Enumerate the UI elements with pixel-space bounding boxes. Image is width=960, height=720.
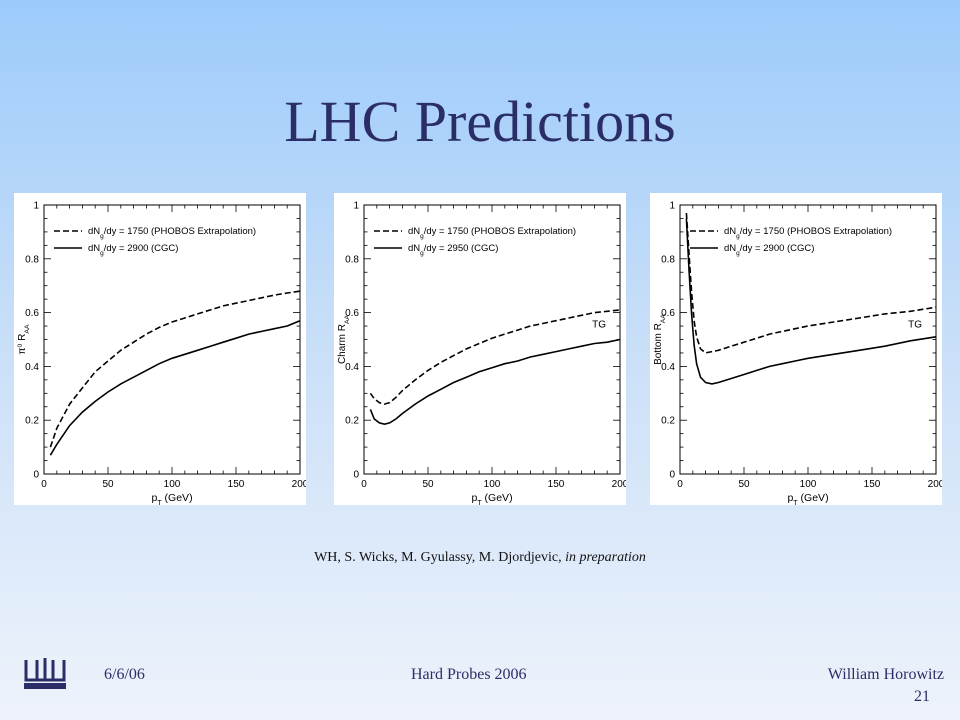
series-line-dashed — [49, 290, 301, 448]
y-tick-label: 0.6 — [25, 308, 39, 319]
x-tick-label: 0 — [41, 479, 47, 490]
y-tick-label: 0.2 — [345, 416, 359, 427]
pion-raa-chart-svg: 0 50 100 150 200 0 0.2 0.4 0.6 0.8 1 pT (GeV) π⁰ RAA… — [17, 201, 306, 506]
y-tick-label: 0.8 — [661, 254, 675, 265]
footer-date: 6/6/06 — [104, 666, 145, 683]
charm-raa-plot: 0 50 100 150 200 0 0.2 0.4 0.6 0.8 1 pT (GeV) Charm … — [334, 193, 626, 505]
x-tick-label: 200 — [612, 479, 626, 490]
x-axis-label: pT (GeV) — [151, 492, 192, 505]
y-tick-label: 0.8 — [25, 254, 39, 265]
x-tick-label: 100 — [164, 479, 181, 490]
series-line-dashed — [685, 213, 937, 354]
y-tick-label: 0.2 — [661, 416, 675, 427]
x-tick-label: 150 — [228, 479, 245, 490]
footer-page-number: 21 — [914, 688, 930, 705]
citation-status: in preparation — [565, 550, 646, 565]
legend-label: dNg/dy = 2900 (CGC) — [724, 243, 814, 257]
tg-annotation: TG — [592, 319, 606, 330]
y-tick-label: 0 — [33, 470, 39, 481]
y-tick-label: 1 — [669, 201, 675, 212]
x-tick-label: 0 — [677, 479, 683, 490]
legend-label: dNg/dy = 1750 (PHOBOS Extrapolation) — [408, 226, 576, 240]
y-tick-label: 1 — [33, 201, 39, 212]
y-tick-label: 0.6 — [345, 308, 359, 319]
series-line-dashed — [369, 309, 621, 405]
citation-authors: WH, S. Wicks, M. Gyulassy, M. Djordjevic… — [314, 550, 566, 565]
x-tick-label: 150 — [548, 479, 565, 490]
y-tick-label: 0.4 — [345, 362, 359, 373]
x-tick-label: 50 — [738, 479, 750, 490]
y-tick-label: 0.2 — [25, 416, 39, 427]
x-tick-label: 0 — [361, 479, 367, 490]
series-line-solid — [369, 338, 621, 426]
legend-label: dNg/dy = 2950 (CGC) — [408, 243, 498, 257]
x-tick-label: 100 — [484, 479, 501, 490]
x-tick-label: 100 — [800, 479, 817, 490]
x-tick-label: 50 — [422, 479, 434, 490]
tg-annotation: TG — [908, 319, 922, 330]
x-tick-label: 150 — [864, 479, 881, 490]
x-tick-label: 200 — [928, 479, 942, 490]
y-tick-label: 0 — [669, 470, 675, 481]
x-tick-label: 200 — [292, 479, 306, 490]
y-tick-label: 0.6 — [661, 308, 675, 319]
series-line-solid — [49, 319, 301, 456]
pion-raa-plot: 0 50 100 150 200 0 0.2 0.4 0.6 0.8 1 pT (GeV) π⁰ RAA… — [14, 193, 306, 505]
bottom-raa-chart-svg: 0 50 100 150 200 0 0.2 0.4 0.6 0.8 1 pT (GeV) Bottom… — [653, 201, 942, 506]
series-line-solid — [685, 218, 937, 385]
y-tick-label: 0.4 — [25, 362, 39, 373]
x-axis-label: pT (GeV) — [787, 492, 828, 505]
charm-raa-chart-svg: 0 50 100 150 200 0 0.2 0.4 0.6 0.8 1 pT (GeV) Charm … — [337, 201, 626, 506]
y-axis-label: Charm RAA — [337, 314, 351, 364]
legend-label: dNg/dy = 2900 (CGC) — [88, 243, 178, 257]
columbia-crown-icon — [24, 658, 66, 689]
legend-label: dNg/dy = 1750 (PHOBOS Extrapolation) — [88, 226, 256, 240]
y-tick-label: 0 — [353, 470, 359, 481]
y-tick-label: 1 — [353, 201, 359, 212]
y-tick-label: 0.4 — [661, 362, 675, 373]
legend-label: dNg/dy = 1750 (PHOBOS Extrapolation) — [724, 226, 892, 240]
footer-event: Hard Probes 2006 — [411, 666, 527, 683]
x-axis-label: pT (GeV) — [471, 492, 512, 505]
bottom-raa-plot: 0 50 100 150 200 0 0.2 0.4 0.6 0.8 1 pT (GeV) Bottom… — [650, 193, 942, 505]
slide-title: LHC Predictions — [284, 89, 676, 154]
citation: WH, S. Wicks, M. Gyulassy, M. Djordjevic… — [0, 550, 960, 566]
x-tick-label: 50 — [102, 479, 114, 490]
y-axis-label: Bottom RAA — [653, 314, 667, 365]
y-tick-label: 0.8 — [345, 254, 359, 265]
footer-author: William Horowitz — [827, 666, 944, 683]
y-axis-label: π⁰ RAA — [17, 324, 31, 354]
